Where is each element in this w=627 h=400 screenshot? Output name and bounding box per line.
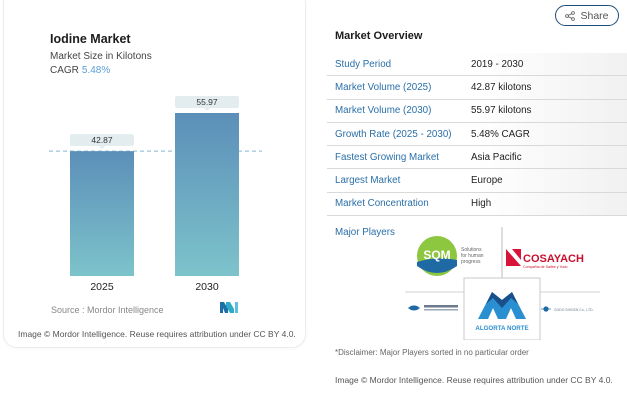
algorta-norte-text: ALGORTA NORTE (475, 325, 528, 332)
overview-row-growth-rate: Growth Rate (2025 - 2030) 5.48% CAGR (327, 122, 627, 147)
cosayach-logo-text: COSAYACH (523, 253, 584, 265)
svg-text:progress: progress (461, 259, 481, 265)
ise-chemicals-logo (408, 305, 458, 311)
bar-chart: 42.87 2025 55.97 2030 (49, 96, 262, 293)
market-overview-title: Market Overview (335, 30, 423, 42)
mordor-logo-icon (220, 302, 238, 313)
data-label: 55.97 (196, 97, 218, 107)
value-label-pointer (99, 146, 105, 150)
data-label: 42.87 (91, 135, 113, 145)
value-label-box (70, 134, 134, 147)
overview-label: Growth Rate (2025 - 2030) (335, 128, 452, 140)
overview-label: Market Volume (2030) (335, 105, 432, 117)
overview-row-concentration: Market Concentration High (327, 192, 627, 217)
overview-value: 5.48% CAGR (471, 128, 530, 140)
overview-value: Europe (471, 175, 503, 187)
value-label-pointer (204, 108, 210, 111)
overview-value: 42.87 kilotons (471, 81, 532, 93)
cagr-value: 5.48% (81, 65, 111, 76)
overview-row-volume-2025: Market Volume (2025) 42.87 kilotons (327, 76, 627, 100)
x-tick-label: 2030 (195, 281, 219, 293)
share-icon (565, 10, 576, 21)
overview-label: Largest Market (335, 175, 401, 187)
sqm-logo-text: SQM (423, 248, 450, 262)
logo-divider (463, 277, 541, 340)
value-label-box (175, 96, 239, 108)
overview-value: Asia Pacific (471, 151, 522, 163)
players-disclaimer: *Disclaimer: Major Players sorted in no … (335, 348, 529, 357)
overview-label: Study Period (335, 58, 392, 70)
chart-attribution: Image © Mordor Intelligence. Reuse requi… (18, 329, 296, 339)
x-tick-label: 2025 (90, 281, 114, 293)
overview-value: High (471, 198, 492, 210)
major-players-logos: SQM Solutions for human progress COSAYAC… (405, 227, 600, 340)
chart-cagr: CAGR 5.48% (50, 65, 110, 76)
overview-attribution: Image © Mordor Intelligence. Reuse requi… (335, 375, 613, 385)
share-label: Share (580, 9, 609, 22)
share-button[interactable]: Share (555, 5, 619, 26)
cosayach-tagline: Compañía de Salitre y Yodo (523, 265, 568, 269)
chart-source: Source : Mordor Intelligence (51, 305, 164, 315)
bar-2030 (175, 113, 239, 276)
cagr-label: CAGR (50, 65, 79, 76)
overview-value: 55.97 kilotons (471, 105, 532, 117)
market-overview-table: Study Period 2019 - 2030 Market Volume (… (327, 53, 627, 217)
overview-row-study-period: Study Period 2019 - 2030 (327, 53, 627, 77)
major-players-label: Major Players (335, 227, 395, 238)
chart-subtitle: Market Size in Kilotons (50, 51, 152, 62)
svg-text:Solutions: Solutions (461, 247, 482, 253)
godo-shigen-text: GODO SHIGEN Co., LTD. (554, 308, 594, 312)
godo-shigen-logo: GODO SHIGEN Co., LTD. (541, 306, 594, 312)
chart-title: Iodine Market (50, 32, 131, 46)
overview-label: Market Volume (2025) (335, 81, 432, 93)
overview-label: Market Concentration (335, 198, 429, 210)
cosayach-logo: COSAYACH Compañía de Salitre y Yodo (506, 249, 584, 269)
sqm-logo: SQM Solutions for human progress (417, 236, 484, 276)
overview-label: Fastest Growing Market (335, 151, 439, 163)
chart-card (3, 0, 306, 348)
overview-value: 2019 - 2030 (471, 58, 524, 70)
overview-row-fastest-growing: Fastest Growing Market Asia Pacific (327, 146, 627, 170)
overview-row-volume-2030: Market Volume (2030) 55.97 kilotons (327, 99, 627, 123)
bar-2025 (70, 151, 134, 276)
algorta-norte-logo: ALGORTA NORTE (475, 292, 529, 332)
overview-row-largest-market: Largest Market Europe (327, 169, 627, 193)
svg-text:for human: for human (461, 253, 484, 259)
